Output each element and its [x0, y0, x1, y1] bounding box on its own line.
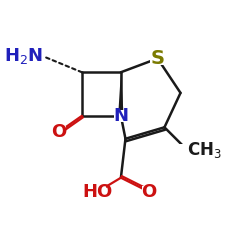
Text: H$_2$N: H$_2$N [4, 46, 43, 66]
FancyBboxPatch shape [142, 186, 155, 197]
Text: CH$_3$: CH$_3$ [188, 140, 222, 160]
Text: N: N [114, 107, 128, 125]
FancyBboxPatch shape [114, 110, 128, 122]
Text: O: O [51, 123, 66, 141]
Polygon shape [118, 72, 124, 116]
FancyBboxPatch shape [52, 126, 66, 138]
Text: S: S [150, 49, 164, 68]
FancyBboxPatch shape [150, 52, 166, 65]
FancyBboxPatch shape [90, 186, 106, 197]
FancyBboxPatch shape [174, 144, 201, 156]
Text: HO: HO [83, 182, 113, 200]
Text: O: O [141, 182, 156, 200]
